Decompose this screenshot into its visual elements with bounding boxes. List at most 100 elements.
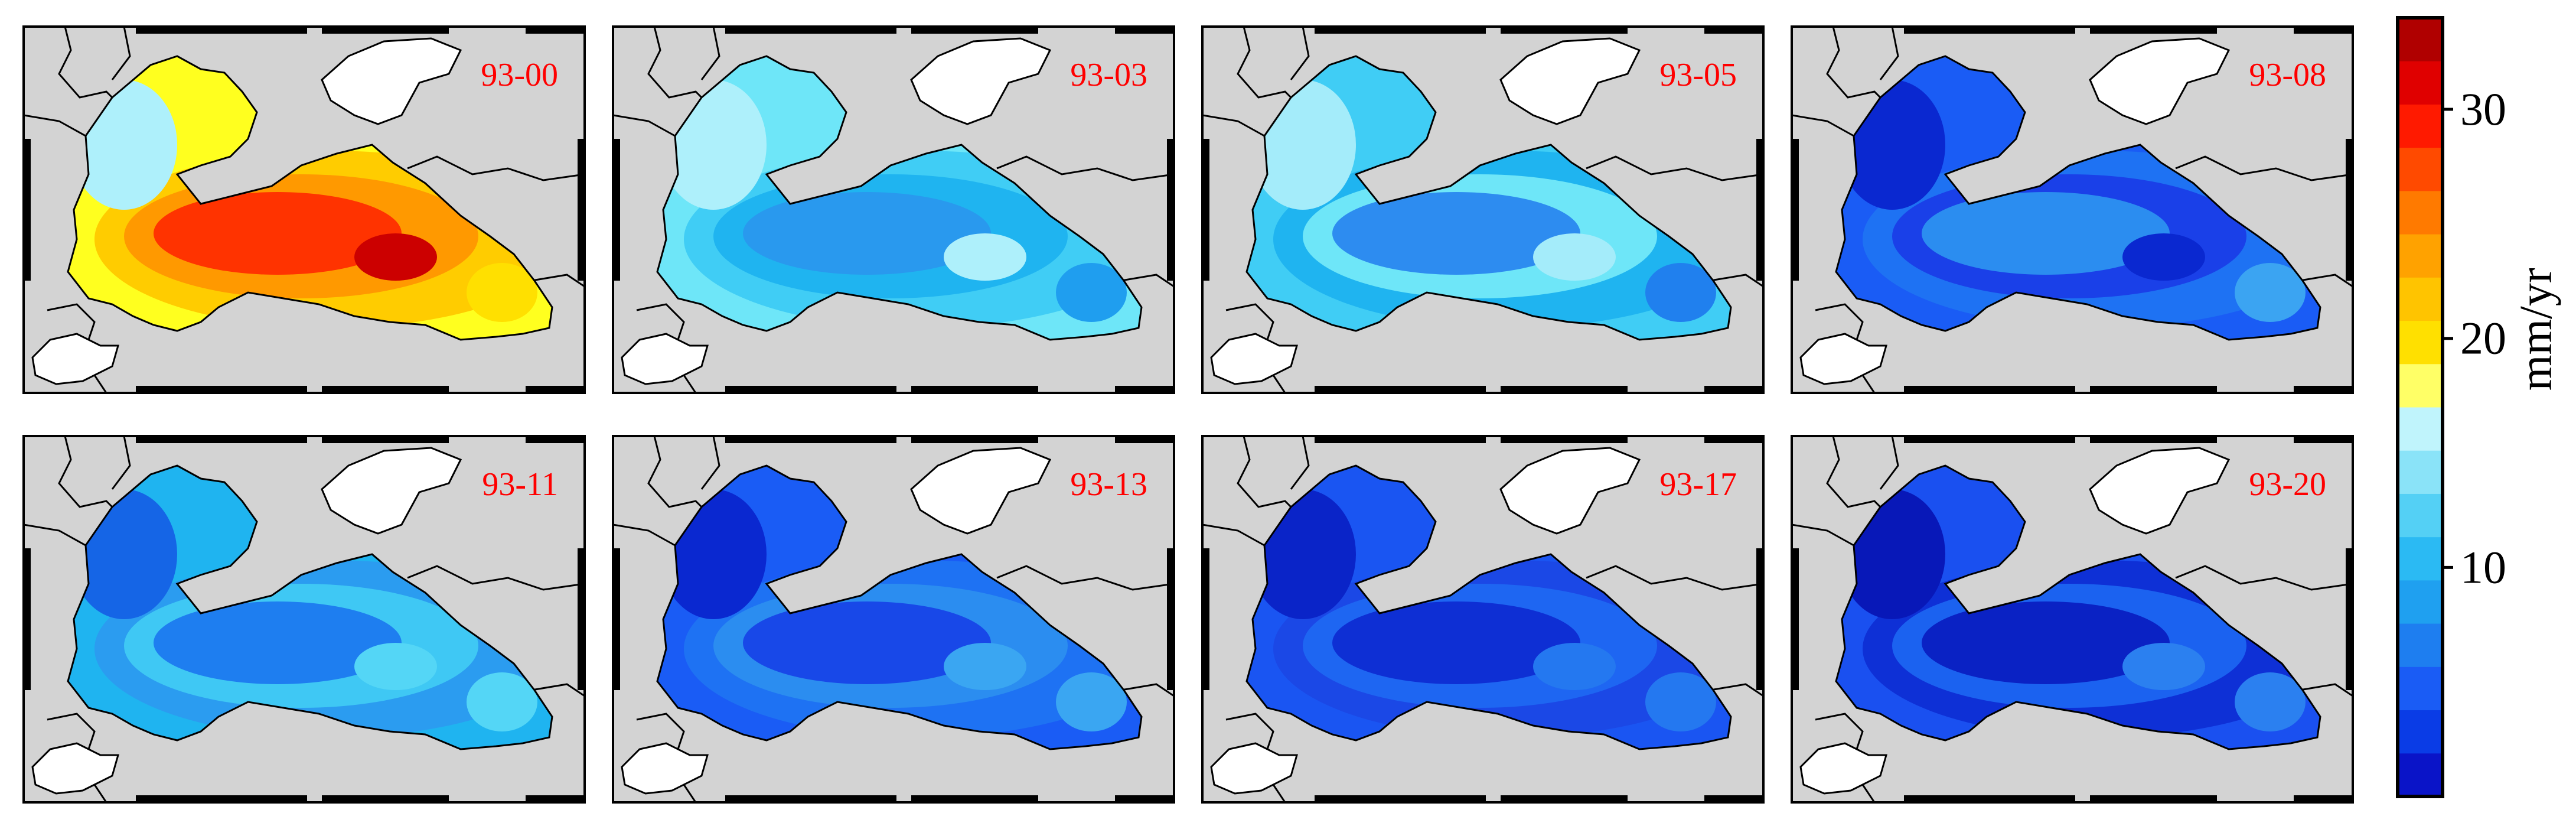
colorbar-frame	[2396, 16, 2444, 798]
border-line	[1826, 27, 1893, 110]
border-line	[1710, 683, 1763, 697]
frame-ticks	[1202, 27, 1763, 393]
frame-tick	[1315, 27, 1486, 34]
panel-label: 93-05	[1659, 57, 1737, 93]
unshown-lake	[321, 447, 462, 535]
contour-band	[2122, 643, 2205, 690]
border-line	[531, 683, 585, 697]
border-line	[1120, 683, 1174, 697]
frame-tick	[2090, 795, 2217, 802]
frame-ticks	[613, 27, 1174, 393]
frame-tick	[322, 386, 449, 393]
border-line	[996, 155, 1174, 181]
colorbar-swatch	[2398, 234, 2443, 278]
contour-band	[1332, 601, 1580, 684]
contour-band	[1645, 672, 1716, 731]
colorbar-swatch	[2398, 363, 2443, 408]
frame-tick	[1704, 27, 1763, 34]
unshown-sea	[621, 742, 709, 795]
border-line	[2299, 274, 2353, 288]
border-line	[2175, 565, 2353, 591]
border-line	[613, 523, 676, 547]
border-line	[407, 155, 585, 181]
border-line	[111, 27, 131, 80]
frame-tick	[1202, 139, 1209, 281]
frame-tick	[1501, 27, 1628, 34]
frame-tick	[1904, 436, 2075, 443]
frame-tick	[1315, 795, 1486, 802]
frame-tick	[526, 795, 585, 802]
frame-tick	[136, 386, 307, 393]
contour-band	[1056, 263, 1127, 322]
border-line	[58, 27, 125, 110]
panel-label: 93-11	[482, 466, 558, 503]
border-line	[1290, 27, 1310, 80]
contour-band	[944, 233, 1026, 281]
frame-tick	[725, 436, 896, 443]
frame-tick	[578, 139, 585, 281]
frame-tick	[1756, 139, 1763, 281]
frame-tick	[136, 436, 307, 443]
border-line	[24, 523, 86, 547]
frame-tick	[2346, 548, 2353, 690]
panel-label: 93-20	[2249, 466, 2326, 503]
colorbar-swatch	[2398, 753, 2443, 797]
panel-label: 93-17	[1659, 466, 1737, 503]
unshown-sea	[1210, 333, 1298, 385]
contour-band	[944, 643, 1026, 690]
map-panel: 93-20	[1791, 435, 2354, 804]
contour-band	[467, 263, 537, 322]
frame-tick	[2346, 139, 2353, 281]
frame-tick	[2090, 386, 2217, 393]
frame-tick	[1115, 386, 1174, 393]
frame-tick	[1167, 139, 1174, 281]
frame-tick	[526, 436, 585, 443]
frame-tick	[1167, 548, 1174, 690]
map-panels: 93-00 93-03 93-05 93-08 93-11 93-13 93-17 93-20	[22, 25, 2354, 804]
frame-tick	[725, 27, 896, 34]
border-line	[1879, 436, 1899, 490]
border-line	[1120, 274, 1174, 288]
unshown-lake	[910, 37, 1052, 125]
frame-tick	[2294, 795, 2353, 802]
unshown-lake	[321, 37, 462, 125]
border-line	[700, 27, 720, 80]
frame-tick	[2090, 436, 2217, 443]
contour-band	[1645, 263, 1716, 322]
colorbar-swatch	[2398, 493, 2443, 538]
map-panel: 93-08	[1791, 25, 2354, 394]
border-line	[58, 436, 125, 520]
unshown-sea	[1210, 742, 1298, 795]
frame-tick	[322, 27, 449, 34]
frame-tick	[1315, 436, 1486, 443]
colorbar-swatch	[2398, 190, 2443, 235]
unshown-lake	[1499, 37, 1641, 125]
colorbar-tick-label: 30	[2460, 83, 2506, 135]
contour-band	[1533, 643, 1616, 690]
frame-tick	[1501, 795, 1628, 802]
border-line	[647, 436, 715, 520]
map-panel: 93-00	[22, 25, 586, 394]
frame-tick	[322, 795, 449, 802]
colorbar-tick-label: 20	[2460, 313, 2506, 364]
frame-tick	[725, 386, 896, 393]
frame-tick	[1792, 139, 1799, 281]
border-line	[111, 436, 131, 490]
border-line	[613, 114, 676, 137]
contour-band	[743, 601, 991, 684]
colorbar-swatch	[2398, 710, 2443, 754]
frame-tick	[526, 386, 585, 393]
map-panel: 93-05	[1201, 25, 1765, 394]
frame-ticks	[1202, 436, 1763, 802]
contour-band	[354, 233, 437, 281]
colorbar-swatch	[2398, 320, 2443, 365]
frame-tick	[1904, 386, 2075, 393]
border-line	[1202, 114, 1265, 137]
unshown-sea	[31, 333, 119, 385]
frame-tick	[1202, 548, 1209, 690]
frame-tick	[613, 139, 620, 281]
frame-ticks	[1792, 27, 2353, 393]
panel-label: 93-08	[2249, 57, 2326, 93]
border-line	[1586, 155, 1763, 181]
